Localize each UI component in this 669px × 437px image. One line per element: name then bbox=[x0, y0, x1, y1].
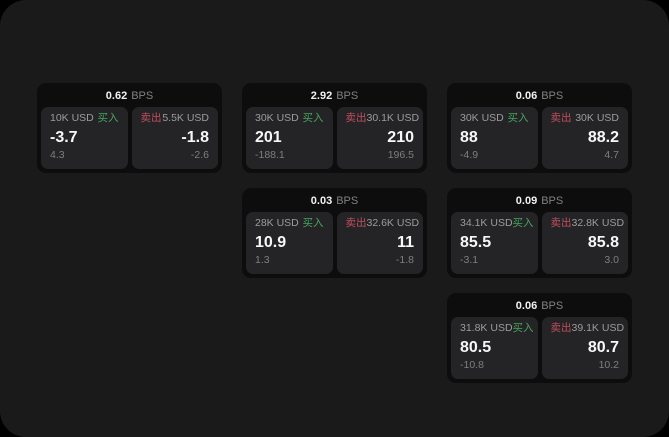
bps-unit-label: BPS bbox=[131, 90, 154, 102]
sell-tag: 卖出 bbox=[140, 112, 162, 124]
buy-sub-value: -3.1 bbox=[460, 254, 479, 267]
buy-sub-value: 4.3 bbox=[50, 149, 65, 162]
buy-sub-value: -188.1 bbox=[255, 149, 285, 162]
card-header: 2.92 BPS bbox=[242, 83, 427, 107]
card-header: 0.06 BPS bbox=[447, 293, 632, 317]
buy-amount: 31.8K USD bbox=[460, 322, 513, 334]
quote-card: 2.92 BPS 30K USD 买入 201 -188.1 卖出 30.1K … bbox=[242, 83, 427, 173]
sell-panel[interactable]: 卖出 5.5K USD -1.8 -2.6 bbox=[131, 107, 218, 169]
sell-sub-value: -1.8 bbox=[395, 254, 414, 267]
buy-sub-value: -10.8 bbox=[460, 359, 484, 372]
buy-price: 80.5 bbox=[460, 338, 492, 356]
sell-sub-value: 196.5 bbox=[387, 149, 414, 162]
sell-panel[interactable]: 卖出 32.8K USD 85.8 3.0 bbox=[541, 212, 628, 274]
sell-price: 11 bbox=[397, 233, 414, 251]
sell-price: -1.8 bbox=[181, 128, 209, 146]
quote-card: 0.03 BPS 28K USD 买入 10.9 1.3 卖出 32.6K US… bbox=[242, 188, 427, 278]
panels: 30K USD 买入 201 -188.1 卖出 30.1K USD 210 1… bbox=[242, 107, 427, 173]
bps-unit-label: BPS bbox=[541, 300, 564, 312]
sell-amount: 30K USD bbox=[575, 112, 619, 124]
buy-price: 85.5 bbox=[460, 233, 492, 251]
buy-amount: 30K USD bbox=[255, 112, 299, 124]
buy-price: -3.7 bbox=[50, 128, 78, 146]
bps-unit-label: BPS bbox=[541, 90, 564, 102]
sell-price: 80.7 bbox=[587, 338, 619, 356]
panels: 31.8K USD 买入 80.5 -10.8 卖出 39.1K USD 80.… bbox=[447, 317, 632, 383]
buy-panel[interactable]: 31.8K USD 买入 80.5 -10.8 bbox=[451, 317, 538, 379]
sell-panel[interactable]: 卖出 30K USD 88.2 4.7 bbox=[541, 107, 628, 169]
bps-unit-label: BPS bbox=[336, 195, 359, 207]
quote-card: 0.62 BPS 10K USD 买入 -3.7 4.3 卖出 5.5K USD bbox=[37, 83, 222, 173]
sell-price: 210 bbox=[387, 128, 414, 146]
buy-panel[interactable]: 34.1K USD 买入 85.5 -3.1 bbox=[451, 212, 538, 274]
card-header: 0.06 BPS bbox=[447, 83, 632, 107]
card-header: 0.09 BPS bbox=[447, 188, 632, 212]
card-header: 0.03 BPS bbox=[242, 188, 427, 212]
buy-panel[interactable]: 28K USD 买入 10.9 1.3 bbox=[246, 212, 333, 274]
bps-value: 0.03 bbox=[310, 195, 333, 207]
buy-amount: 30K USD bbox=[460, 112, 504, 124]
bps-value: 0.06 bbox=[515, 90, 538, 102]
quote-card: 0.09 BPS 34.1K USD 买入 85.5 -3.1 卖出 32.8K… bbox=[447, 188, 632, 278]
sell-panel[interactable]: 卖出 32.6K USD 11 -1.8 bbox=[336, 212, 423, 274]
panels: 10K USD 买入 -3.7 4.3 卖出 5.5K USD -1.8 -2.… bbox=[37, 107, 222, 173]
sell-amount: 32.8K USD bbox=[571, 217, 625, 229]
sell-tag: 卖出 bbox=[550, 322, 572, 334]
bps-value: 0.06 bbox=[515, 300, 538, 312]
sell-amount: 30.1K USD bbox=[366, 112, 420, 124]
bps-unit-label: BPS bbox=[336, 90, 359, 102]
quote-card: 0.06 BPS 31.8K USD 买入 80.5 -10.8 卖出 39.1… bbox=[447, 293, 632, 383]
sell-tag: 卖出 bbox=[550, 217, 572, 229]
card-header: 0.62 BPS bbox=[37, 83, 222, 107]
sell-tag: 卖出 bbox=[550, 112, 572, 124]
buy-tag: 买入 bbox=[302, 112, 324, 124]
buy-amount: 10K USD bbox=[50, 112, 94, 124]
buy-panel[interactable]: 30K USD 买入 201 -188.1 bbox=[246, 107, 333, 169]
sell-amount: 39.1K USD bbox=[571, 322, 625, 334]
buy-price: 10.9 bbox=[255, 233, 287, 251]
sell-sub-value: 3.0 bbox=[604, 254, 619, 267]
panels: 28K USD 买入 10.9 1.3 卖出 32.6K USD 11 -1.8 bbox=[242, 212, 427, 278]
buy-price: 88 bbox=[460, 128, 478, 146]
buy-tag: 买入 bbox=[97, 112, 119, 124]
sell-panel[interactable]: 卖出 30.1K USD 210 196.5 bbox=[336, 107, 423, 169]
panels: 34.1K USD 买入 85.5 -3.1 卖出 32.8K USD 85.8… bbox=[447, 212, 632, 278]
buy-panel[interactable]: 10K USD 买入 -3.7 4.3 bbox=[41, 107, 128, 169]
buy-sub-value: 1.3 bbox=[255, 254, 270, 267]
sell-sub-value: 4.7 bbox=[604, 149, 619, 162]
quote-grid: 0.62 BPS 10K USD 买入 -3.7 4.3 卖出 5.5K USD bbox=[37, 83, 632, 383]
sell-panel[interactable]: 卖出 39.1K USD 80.7 10.2 bbox=[541, 317, 628, 379]
sell-tag: 卖出 bbox=[345, 217, 367, 229]
sell-price: 85.8 bbox=[587, 233, 619, 251]
sell-tag: 卖出 bbox=[345, 112, 367, 124]
buy-tag: 买入 bbox=[512, 217, 534, 229]
panels: 30K USD 买入 88 -4.9 卖出 30K USD 88.2 4.7 bbox=[447, 107, 632, 173]
buy-sub-value: -4.9 bbox=[460, 149, 479, 162]
buy-tag: 买入 bbox=[512, 322, 534, 334]
sell-amount: 5.5K USD bbox=[162, 112, 209, 124]
quote-card: 0.06 BPS 30K USD 买入 88 -4.9 卖出 30K USD bbox=[447, 83, 632, 173]
buy-panel[interactable]: 30K USD 买入 88 -4.9 bbox=[451, 107, 538, 169]
sell-sub-value: 10.2 bbox=[598, 359, 619, 372]
buy-amount: 28K USD bbox=[255, 217, 299, 229]
sell-price: 88.2 bbox=[587, 128, 619, 146]
bps-value: 2.92 bbox=[310, 90, 333, 102]
bps-unit-label: BPS bbox=[541, 195, 564, 207]
sell-sub-value: -2.6 bbox=[190, 149, 209, 162]
buy-price: 201 bbox=[255, 128, 282, 146]
buy-tag: 买入 bbox=[507, 112, 529, 124]
bps-value: 0.09 bbox=[515, 195, 538, 207]
buy-tag: 买入 bbox=[302, 217, 324, 229]
sell-amount: 32.6K USD bbox=[366, 217, 420, 229]
buy-amount: 34.1K USD bbox=[460, 217, 513, 229]
bps-value: 0.62 bbox=[105, 90, 128, 102]
